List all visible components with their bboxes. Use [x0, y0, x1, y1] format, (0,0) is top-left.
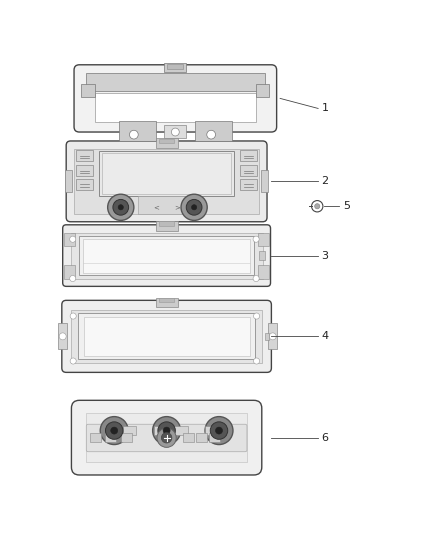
- Circle shape: [70, 236, 76, 243]
- Circle shape: [70, 358, 76, 364]
- Text: 1: 1: [321, 103, 328, 114]
- Bar: [268, 323, 277, 350]
- Bar: [86, 72, 265, 91]
- Bar: [76, 165, 93, 176]
- Circle shape: [158, 422, 175, 439]
- Bar: [205, 426, 218, 435]
- Bar: [78, 313, 255, 359]
- Bar: [259, 251, 265, 260]
- Circle shape: [152, 417, 180, 445]
- Bar: [138, 197, 195, 214]
- Circle shape: [130, 130, 138, 139]
- Bar: [123, 426, 136, 435]
- Circle shape: [163, 427, 170, 434]
- Circle shape: [269, 333, 276, 340]
- Circle shape: [186, 199, 202, 215]
- Bar: [64, 265, 75, 279]
- Bar: [155, 221, 177, 231]
- Bar: [84, 317, 250, 356]
- Bar: [195, 121, 232, 141]
- Circle shape: [205, 417, 233, 445]
- Bar: [65, 171, 72, 192]
- Bar: [240, 165, 258, 176]
- Bar: [209, 433, 220, 442]
- Bar: [90, 433, 101, 442]
- Circle shape: [207, 130, 215, 139]
- Bar: [258, 233, 269, 246]
- Bar: [99, 151, 234, 196]
- Circle shape: [106, 422, 123, 439]
- Bar: [240, 150, 258, 161]
- Bar: [119, 121, 155, 141]
- Circle shape: [210, 422, 228, 439]
- FancyBboxPatch shape: [62, 300, 272, 373]
- Bar: [159, 139, 174, 143]
- Bar: [95, 93, 256, 122]
- Circle shape: [100, 417, 128, 445]
- Bar: [258, 265, 269, 279]
- Bar: [76, 179, 93, 190]
- Circle shape: [59, 333, 66, 340]
- Text: >: >: [175, 205, 180, 211]
- Bar: [76, 150, 93, 161]
- Bar: [79, 236, 254, 275]
- Bar: [167, 64, 183, 69]
- Text: 4: 4: [321, 332, 329, 341]
- Bar: [64, 233, 75, 246]
- Circle shape: [161, 432, 172, 443]
- Bar: [74, 149, 259, 214]
- Bar: [155, 298, 177, 308]
- Bar: [196, 433, 207, 442]
- Bar: [102, 154, 231, 193]
- Bar: [159, 221, 174, 225]
- Circle shape: [111, 427, 118, 434]
- Circle shape: [157, 428, 176, 447]
- Bar: [261, 171, 268, 192]
- FancyBboxPatch shape: [66, 141, 267, 222]
- Bar: [81, 84, 95, 97]
- Bar: [155, 138, 177, 148]
- Bar: [106, 433, 117, 442]
- Circle shape: [253, 276, 259, 281]
- Bar: [240, 179, 258, 190]
- Circle shape: [215, 427, 223, 434]
- Circle shape: [191, 205, 197, 210]
- Circle shape: [311, 200, 323, 212]
- Bar: [153, 426, 166, 435]
- Circle shape: [314, 204, 320, 209]
- Bar: [164, 62, 186, 72]
- FancyBboxPatch shape: [63, 225, 271, 286]
- Bar: [183, 433, 194, 442]
- Bar: [71, 310, 262, 363]
- Bar: [159, 298, 174, 302]
- Bar: [164, 125, 186, 138]
- Text: 5: 5: [343, 201, 350, 211]
- Bar: [174, 426, 187, 435]
- FancyBboxPatch shape: [74, 65, 277, 132]
- Text: <: <: [153, 205, 159, 211]
- Circle shape: [171, 128, 179, 136]
- Bar: [86, 414, 247, 462]
- Bar: [83, 239, 251, 273]
- Circle shape: [181, 194, 207, 220]
- Bar: [58, 323, 67, 350]
- Bar: [265, 333, 269, 340]
- Circle shape: [118, 205, 124, 210]
- Circle shape: [108, 194, 134, 220]
- Circle shape: [253, 236, 259, 243]
- Text: 2: 2: [321, 176, 329, 187]
- FancyBboxPatch shape: [71, 400, 262, 475]
- Bar: [121, 433, 132, 442]
- Bar: [256, 84, 269, 97]
- Circle shape: [254, 313, 260, 319]
- Text: 6: 6: [321, 433, 328, 442]
- FancyBboxPatch shape: [86, 424, 247, 452]
- Text: 3: 3: [321, 251, 328, 261]
- Bar: [71, 233, 263, 279]
- Circle shape: [254, 358, 260, 364]
- Circle shape: [113, 199, 129, 215]
- Circle shape: [70, 313, 76, 319]
- Circle shape: [70, 276, 76, 281]
